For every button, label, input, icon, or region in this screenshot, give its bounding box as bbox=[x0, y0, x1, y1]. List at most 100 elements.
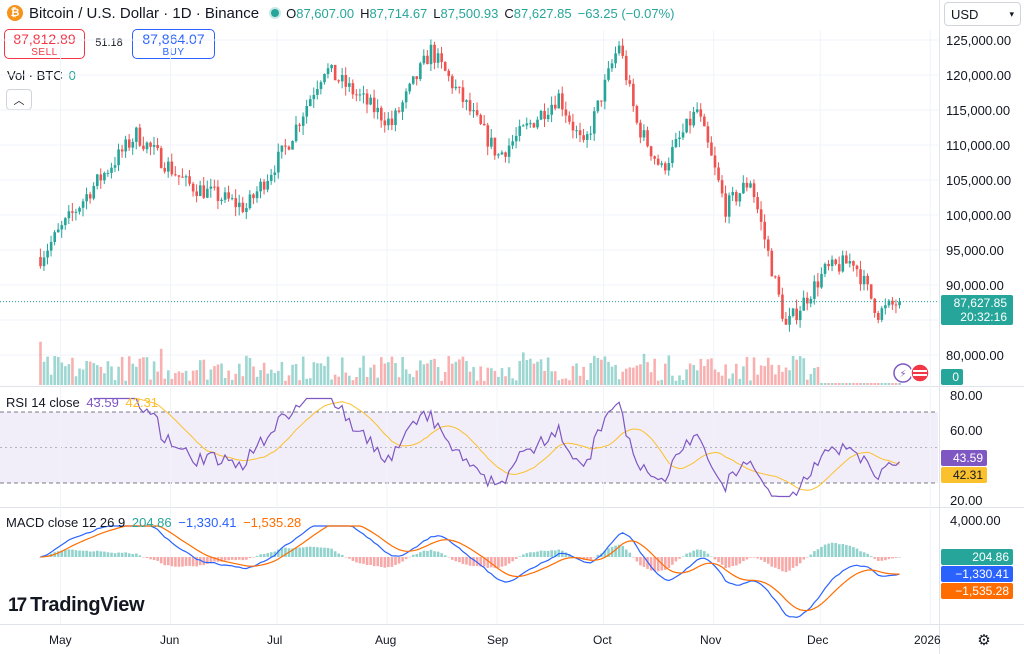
candle bbox=[731, 192, 735, 196]
volume-bar bbox=[156, 371, 159, 385]
candle bbox=[117, 149, 120, 166]
macd-histogram-bar bbox=[259, 554, 262, 557]
candle bbox=[649, 146, 653, 157]
macd-histogram-bar bbox=[465, 557, 468, 565]
candle bbox=[411, 76, 415, 84]
volume-bar bbox=[245, 355, 248, 385]
last-price-tag[interactable]: 87,627.85 20:32:16 bbox=[941, 295, 1013, 325]
volume-bar bbox=[589, 363, 593, 385]
volume-bar bbox=[511, 378, 514, 385]
currency-select[interactable]: USD ▾ bbox=[944, 2, 1021, 26]
volume-bar bbox=[323, 365, 326, 385]
macd-histogram-bar bbox=[756, 557, 759, 559]
rsi-legend[interactable]: RSI 14 close 43.59 42.31 bbox=[6, 395, 158, 410]
macd-histogram-bar bbox=[454, 557, 458, 562]
market-status-icon[interactable] bbox=[271, 9, 280, 17]
candle bbox=[167, 161, 170, 172]
volume-bar bbox=[113, 380, 117, 385]
volume-bar bbox=[891, 383, 894, 385]
macd-title: MACD close 12 26 9 bbox=[6, 515, 126, 530]
macd-histogram-bar bbox=[628, 552, 632, 557]
candle bbox=[497, 154, 500, 156]
rsi-axis-label: 60.00 bbox=[950, 423, 983, 438]
candle bbox=[522, 125, 525, 127]
volume-bar bbox=[230, 379, 234, 385]
candle bbox=[206, 188, 209, 198]
macd-histogram-bar bbox=[724, 557, 727, 569]
symbol-title[interactable]: Bitcoin / U.S. Dollar · 1D · Binance bbox=[29, 4, 260, 22]
volume-bar bbox=[656, 380, 660, 385]
candle bbox=[284, 145, 287, 147]
volume-bar bbox=[639, 364, 642, 385]
volume-bar bbox=[408, 373, 411, 385]
gear-icon[interactable]: ⚙ bbox=[977, 632, 991, 649]
candle bbox=[312, 94, 316, 100]
macd-histogram-bar bbox=[692, 550, 695, 557]
candle bbox=[685, 118, 688, 133]
candle bbox=[138, 127, 142, 146]
macd-histogram-bar bbox=[376, 557, 380, 567]
candle bbox=[156, 145, 159, 149]
candle bbox=[695, 109, 699, 112]
macd-histogram-bar bbox=[887, 557, 891, 560]
candle bbox=[262, 181, 266, 190]
time-axis-label: Sep bbox=[487, 633, 509, 647]
price-axis-label: 100,000.00 bbox=[946, 208, 1012, 223]
candle bbox=[191, 183, 195, 192]
macd-histogram-bar bbox=[472, 557, 475, 566]
volume-bar bbox=[106, 361, 110, 385]
volume-bar bbox=[475, 380, 479, 385]
volume-bar bbox=[433, 358, 436, 385]
volume-bar bbox=[813, 367, 816, 385]
volume-bar bbox=[198, 360, 202, 385]
volume-bar bbox=[117, 366, 120, 385]
macd-histogram-bar bbox=[781, 557, 784, 572]
macd-histogram-bar bbox=[514, 557, 518, 559]
volume-bar bbox=[358, 367, 362, 385]
macd-line-tag: −1,330.41 bbox=[941, 566, 1013, 582]
volume-bar bbox=[593, 355, 596, 385]
volume-bar bbox=[518, 360, 522, 385]
candle bbox=[571, 121, 575, 131]
us-flag-icon[interactable] bbox=[910, 363, 930, 383]
candle bbox=[273, 172, 277, 175]
volume-bar bbox=[92, 363, 96, 385]
candle bbox=[159, 148, 163, 168]
candle bbox=[557, 93, 561, 109]
candle bbox=[788, 315, 791, 325]
macd-histogram-bar bbox=[142, 557, 145, 558]
volume-bar bbox=[259, 370, 262, 385]
candle bbox=[216, 186, 220, 202]
volume-bar bbox=[96, 365, 99, 385]
candle bbox=[514, 135, 518, 142]
volume-bar bbox=[127, 356, 131, 385]
symbol-legend[interactable]: ₿ Bitcoin / U.S. Dollar · 1D · Binance O… bbox=[0, 0, 940, 26]
macd-histogram-bar bbox=[667, 557, 671, 569]
macd-histogram-bar bbox=[326, 548, 330, 557]
volume-bar bbox=[809, 374, 813, 385]
macd-histogram-value: 204.86 bbox=[131, 515, 172, 530]
buy-label: BUY bbox=[162, 47, 185, 58]
volume-bar bbox=[632, 367, 635, 385]
volume-bar bbox=[745, 356, 749, 385]
volume-bar bbox=[490, 368, 493, 385]
macd-histogram-bar bbox=[202, 557, 206, 566]
candle bbox=[46, 250, 49, 258]
tradingview-logo[interactable]: 17 TradingView bbox=[8, 594, 145, 617]
candle bbox=[209, 186, 213, 189]
macd-histogram-bar bbox=[891, 557, 894, 559]
macd-histogram-bar bbox=[323, 547, 326, 557]
buy-button[interactable]: 87,864.07 BUY bbox=[132, 29, 215, 59]
macd-histogram-bar bbox=[869, 556, 873, 557]
volume-bar bbox=[238, 363, 241, 385]
volume-bar bbox=[713, 369, 717, 385]
volume-bar bbox=[791, 355, 795, 385]
volume-bar bbox=[177, 371, 181, 385]
candle bbox=[898, 301, 901, 306]
volume-bar bbox=[756, 374, 759, 385]
volume-bar bbox=[273, 372, 277, 385]
macd-legend[interactable]: MACD close 12 26 9 204.86 −1,330.41 −1,5… bbox=[6, 515, 301, 530]
volume-bar bbox=[234, 373, 238, 385]
volume-bar bbox=[404, 369, 408, 385]
